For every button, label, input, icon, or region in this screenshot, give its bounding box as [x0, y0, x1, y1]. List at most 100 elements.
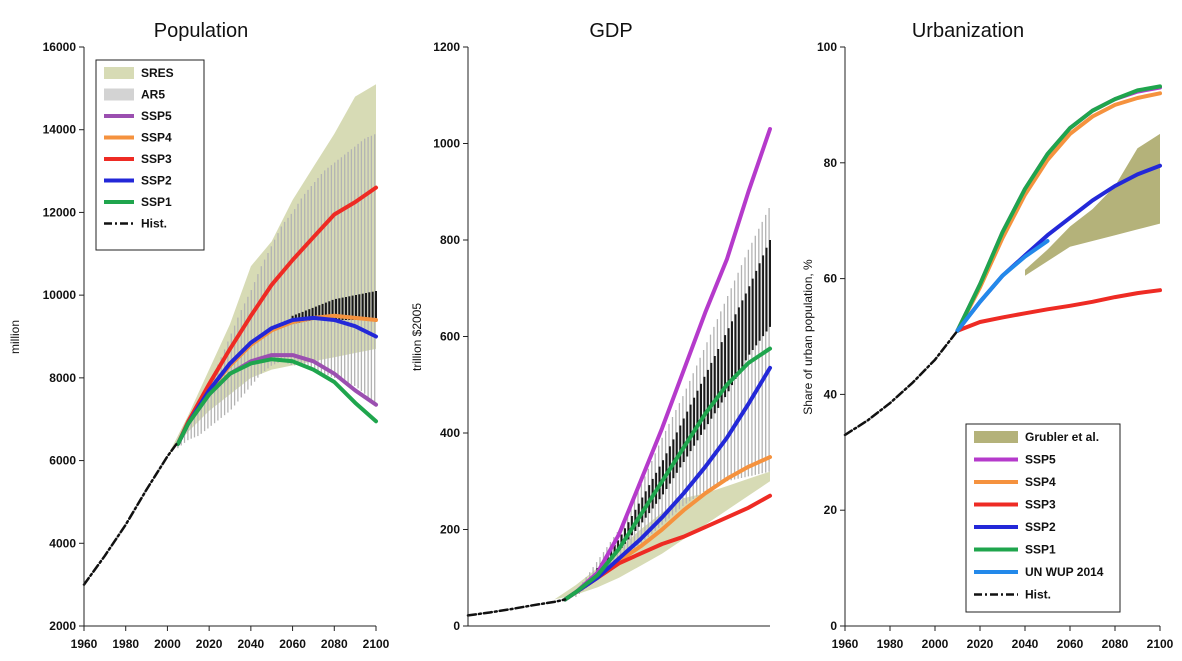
urbanization-legend-label: SSP2 [1025, 520, 1056, 534]
population-title: Population [154, 20, 249, 42]
urbanization-legend-item: Hist. [974, 588, 1051, 602]
urbanization-y-tick-label: 80 [824, 156, 838, 170]
population-legend-swatch [104, 88, 134, 101]
urbanization-legend-label: SSP4 [1025, 475, 1056, 489]
population-legend: SRES AR5 SSP5 SSP4 SSP3 SSP2 SSP1 Hist. [95, 59, 205, 251]
population-x-tick-label: 2060 [279, 637, 306, 651]
population-x-tick-label: 2100 [363, 637, 390, 651]
urbanization-x-tick-label: 1980 [877, 637, 904, 651]
urbanization-legend-swatch [974, 431, 1018, 443]
gdp-plot-area [466, 127, 772, 617]
urbanization-y-tick-label: 0 [830, 619, 837, 633]
urbanization-x-tick-label: 2040 [1012, 637, 1039, 651]
gdp-y-tick-label: 400 [440, 426, 460, 440]
urbanization-legend-label: Hist. [1025, 588, 1051, 602]
gdp-y-tick-label: 1000 [433, 137, 460, 151]
urbanization-legend-item: UN WUP 2014 [974, 565, 1104, 579]
urbanization-title: Urbanization [912, 20, 1024, 42]
population-legend-label: SSP5 [141, 109, 172, 123]
population-legend-swatch [104, 67, 134, 79]
population-legend-item: SSP2 [104, 174, 172, 188]
urbanization-y-tick-label: 100 [817, 40, 837, 54]
urbanization-legend-label: SSP3 [1025, 498, 1056, 512]
population-legend-item: AR5 [104, 88, 165, 102]
population-legend-item: SSP5 [104, 109, 172, 123]
urbanization-un-wup-2014-line [955, 239, 1050, 333]
population-y-tick-label: 12000 [43, 205, 77, 219]
urbanization-legend-item: SSP1 [974, 543, 1056, 557]
population-legend-label: SRES [141, 66, 174, 80]
gdp-y-tick-label: 600 [440, 330, 460, 344]
urbanization-legend-item: SSP2 [974, 520, 1056, 534]
urbanization-legend-label: SSP1 [1025, 543, 1056, 557]
population-legend-item: SRES [104, 66, 174, 80]
urbanization-legend-item: Grubler et al. [974, 430, 1099, 444]
population-ar5-hatch [177, 134, 376, 449]
urbanization-legend: Grubler et al. SSP5 SSP4 SSP3 SSP2 SSP1 UN WUP… [965, 423, 1121, 613]
urbanization-legend-label: UN WUP 2014 [1025, 565, 1104, 579]
gdp-ylabel: trillion $2005 [410, 303, 424, 371]
population-plot-area [82, 84, 378, 586]
population-y-tick-label: 14000 [43, 123, 77, 137]
gdp-panel: GDP trillion $2005 0 200 400 600 800 1000 1200 [410, 20, 772, 633]
urbanization-legend-item: SSP5 [974, 453, 1056, 467]
urbanization-legend-label: Grubler et al. [1025, 430, 1099, 444]
population-ylabel: million [8, 320, 22, 354]
population-y-tick-label: 10000 [43, 288, 77, 302]
urbanization-legend-item: SSP3 [974, 498, 1056, 512]
urbanization-legend-box [965, 423, 1121, 613]
population-legend-label: SSP2 [141, 174, 172, 188]
population-x-tick-label: 1980 [112, 637, 139, 651]
urbanization-hist-line [843, 329, 959, 437]
population-x-tick-label: 1960 [71, 637, 98, 651]
urbanization-x-tick-label: 2080 [1102, 637, 1129, 651]
population-legend-label: AR5 [141, 88, 165, 102]
population-legend-item: Hist. [104, 217, 167, 231]
population-legend-item: SSP1 [104, 195, 172, 209]
population-y-tick-label: 6000 [49, 454, 76, 468]
gdp-y-tick-label: 800 [440, 233, 460, 247]
population-legend-label: SSP1 [141, 195, 172, 209]
population-legend-item: SSP4 [104, 131, 172, 145]
urbanization-panel: Urbanization Share of urban population, … [801, 20, 1174, 651]
population-x-tick-label: 2040 [238, 637, 265, 651]
urbanization-grubler-et-al-band [1025, 133, 1160, 276]
population-y-tick-label: 16000 [43, 40, 77, 54]
urbanization-y-tick-label: 20 [824, 503, 838, 517]
population-x-tick-label: 2080 [321, 637, 348, 651]
gdp-hist-line [466, 598, 567, 617]
urbanization-x-tick-label: 2060 [1057, 637, 1084, 651]
population-ssp3-line [175, 185, 378, 446]
urbanization-x-tick-label: 2020 [967, 637, 994, 651]
gdp-y-tick-label: 1200 [433, 40, 460, 54]
gdp-ssp1-line [563, 346, 772, 602]
population-y-tick-label: 8000 [49, 371, 76, 385]
urbanization-x-tick-label: 2000 [922, 637, 949, 651]
population-x-tick-label: 2020 [196, 637, 223, 651]
gdp-y-tick-label: 0 [453, 619, 460, 633]
population-y-tick-label: 2000 [49, 619, 76, 633]
urbanization-legend-item: SSP4 [974, 475, 1056, 489]
population-y-tick-label: 4000 [49, 536, 76, 550]
population-legend-item: SSP3 [104, 152, 172, 166]
population-legend-label: Hist. [141, 217, 167, 231]
urbanization-y-tick-label: 60 [824, 272, 838, 286]
population-legend-label: SSP4 [141, 131, 172, 145]
population-panel: Population million 2000 4000 6000 8000 10000… [8, 20, 390, 651]
urbanization-plot-area [843, 84, 1162, 437]
urbanization-ssp1-line [955, 84, 1162, 333]
urbanization-ylabel: Share of urban population, % [801, 259, 815, 415]
urbanization-ssp3-line [955, 288, 1162, 333]
urbanization-x-tick-label: 1960 [832, 637, 859, 651]
population-ssp1-line [175, 357, 378, 446]
urbanization-x-tick-label: 2100 [1147, 637, 1174, 651]
population-hist-line [82, 440, 180, 586]
population-axes: 2000 4000 6000 8000 10000 12000 14000 16000 1960… [43, 40, 390, 651]
gdp-y-tick-label: 200 [440, 523, 460, 537]
gdp-axes: 0 200 400 600 800 1000 1200 [433, 40, 770, 633]
population-legend-label: SSP3 [141, 152, 172, 166]
population-x-tick-label: 2000 [154, 637, 181, 651]
urbanization-y-tick-label: 40 [824, 387, 838, 401]
